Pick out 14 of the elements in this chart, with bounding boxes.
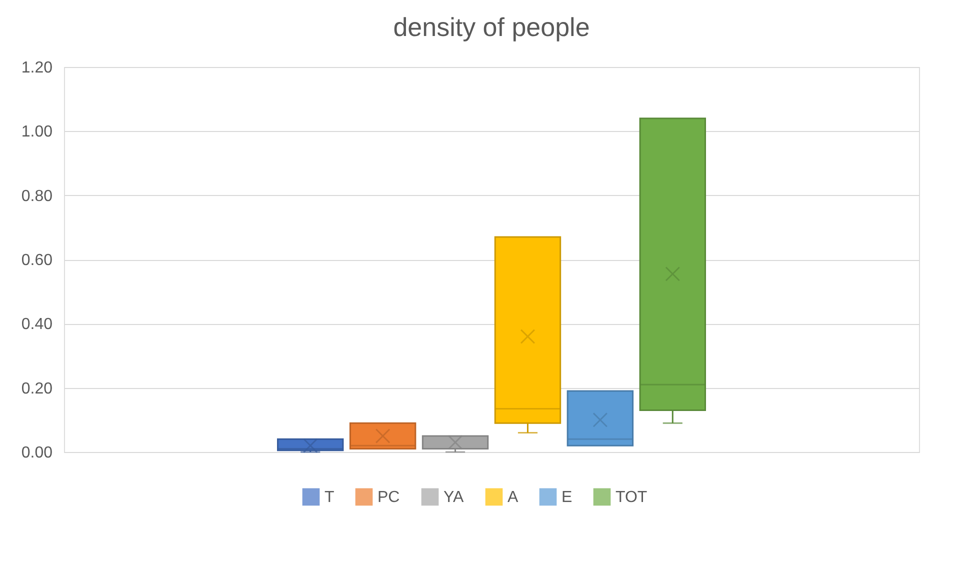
y-tick-label: 1.00	[21, 124, 53, 141]
y-tick-label: 0.60	[21, 252, 53, 269]
legend-label: A	[508, 488, 518, 506]
legend-label: TOT	[616, 488, 648, 506]
y-tick-label: 1.20	[21, 60, 53, 76]
y-tick-label: 0.00	[21, 444, 53, 462]
y-tick-label: 0.80	[21, 188, 53, 205]
legend-label: E	[562, 488, 572, 506]
legend-label: T	[324, 488, 334, 506]
legend-label: YA	[444, 488, 464, 506]
chart-title: density of people	[393, 12, 590, 42]
legend-label: PC	[378, 488, 400, 506]
y-tick-label: 0.20	[21, 380, 53, 398]
y-tick-label: 0.40	[21, 316, 53, 334]
